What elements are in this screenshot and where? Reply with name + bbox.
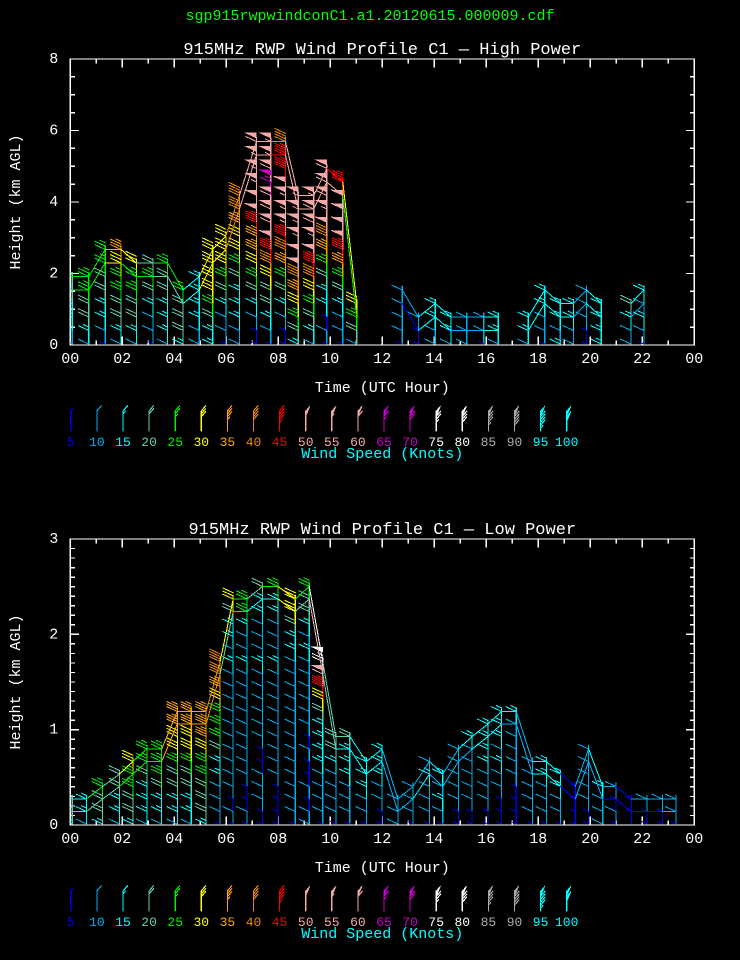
svg-text:18: 18	[529, 831, 547, 848]
svg-text:20: 20	[141, 915, 157, 930]
svg-text:35: 35	[220, 915, 236, 930]
svg-text:4: 4	[49, 194, 58, 211]
svg-text:2: 2	[49, 626, 58, 643]
svg-text:14: 14	[425, 831, 443, 848]
svg-text:10: 10	[321, 351, 339, 368]
svg-text:10: 10	[321, 831, 339, 848]
svg-text:40: 40	[246, 915, 262, 930]
svg-text:Wind Speed (Knots): Wind Speed (Knots)	[301, 446, 463, 463]
svg-text:20: 20	[581, 831, 599, 848]
svg-text:100: 100	[555, 435, 578, 450]
svg-text:02: 02	[113, 831, 131, 848]
svg-text:04: 04	[165, 831, 183, 848]
svg-text:5: 5	[67, 435, 75, 450]
svg-text:20: 20	[141, 435, 157, 450]
svg-text:2: 2	[49, 266, 58, 283]
svg-text:915MHz RWP Wind Profile C1 — L: 915MHz RWP Wind Profile C1 — Low Power	[188, 521, 576, 540]
svg-text:22: 22	[633, 831, 651, 848]
svg-text:10: 10	[89, 915, 105, 930]
svg-text:20: 20	[581, 351, 599, 368]
svg-text:14: 14	[425, 351, 443, 368]
svg-text:0: 0	[49, 817, 58, 834]
svg-text:18: 18	[529, 351, 547, 368]
svg-text:90: 90	[507, 435, 523, 450]
svg-text:08: 08	[269, 831, 287, 848]
svg-text:8: 8	[49, 51, 58, 68]
svg-text:85: 85	[481, 915, 497, 930]
svg-text:Time (UTC Hour): Time (UTC Hour)	[315, 860, 450, 877]
svg-text:00: 00	[685, 351, 703, 368]
svg-text:15: 15	[115, 435, 131, 450]
svg-text:5: 5	[67, 915, 75, 930]
svg-text:06: 06	[217, 831, 235, 848]
svg-text:915MHz RWP Wind Profile C1 — H: 915MHz RWP Wind Profile C1 — High Power	[183, 41, 581, 60]
svg-text:25: 25	[167, 915, 183, 930]
svg-text:3: 3	[49, 531, 58, 548]
svg-text:Time (UTC Hour): Time (UTC Hour)	[315, 380, 450, 397]
svg-text:04: 04	[165, 351, 183, 368]
svg-text:22: 22	[633, 351, 651, 368]
svg-text:06: 06	[217, 351, 235, 368]
svg-text:12: 12	[373, 351, 391, 368]
svg-text:30: 30	[193, 915, 209, 930]
svg-text:25: 25	[167, 435, 183, 450]
svg-text:02: 02	[113, 351, 131, 368]
svg-text:16: 16	[477, 351, 495, 368]
svg-text:85: 85	[481, 435, 497, 450]
svg-text:sgp915rwpwindconC1.a1.20120615: sgp915rwpwindconC1.a1.20120615.000009.cd…	[185, 8, 554, 25]
svg-text:Height (km AGL): Height (km AGL)	[8, 614, 25, 749]
svg-text:30: 30	[193, 435, 209, 450]
svg-text:100: 100	[555, 915, 578, 930]
svg-text:40: 40	[246, 435, 262, 450]
svg-text:Wind Speed (Knots): Wind Speed (Knots)	[301, 926, 463, 943]
svg-text:00: 00	[61, 351, 79, 368]
svg-text:90: 90	[507, 915, 523, 930]
svg-text:0: 0	[49, 337, 58, 354]
svg-text:08: 08	[269, 351, 287, 368]
svg-text:35: 35	[220, 435, 236, 450]
svg-text:00: 00	[61, 831, 79, 848]
svg-text:6: 6	[49, 123, 58, 140]
svg-text:10: 10	[89, 435, 105, 450]
svg-text:12: 12	[373, 831, 391, 848]
svg-text:95: 95	[533, 435, 549, 450]
svg-text:95: 95	[533, 915, 549, 930]
svg-text:00: 00	[685, 831, 703, 848]
svg-text:1: 1	[49, 722, 58, 739]
svg-text:45: 45	[272, 435, 288, 450]
svg-text:15: 15	[115, 915, 131, 930]
svg-text:16: 16	[477, 831, 495, 848]
svg-text:Height (km AGL): Height (km AGL)	[8, 134, 25, 269]
svg-text:45: 45	[272, 915, 288, 930]
